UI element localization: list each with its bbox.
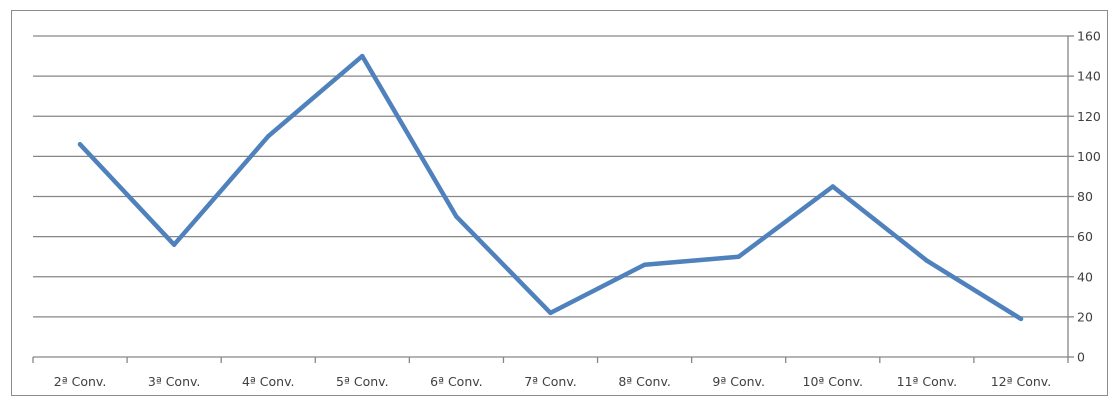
y-tick-labels: 0 20 40 60 80 100 120 140 160 xyxy=(1077,29,1101,365)
series-line-0 xyxy=(77,53,1024,322)
y-tick-label-160: 160 xyxy=(1077,29,1101,44)
y-tick-label-0: 0 xyxy=(1077,350,1085,365)
data-point xyxy=(77,142,83,147)
x-tick-label: 11ª Conv. xyxy=(897,374,957,389)
y-tick-label-120: 120 xyxy=(1077,109,1101,124)
data-point xyxy=(548,310,553,316)
y-tick-label-140: 140 xyxy=(1077,69,1101,84)
x-tick-label: 6ª Conv. xyxy=(430,374,483,389)
y-tick-label-20: 20 xyxy=(1077,309,1093,324)
axes xyxy=(32,35,1074,363)
y-tick-label-100: 100 xyxy=(1077,149,1101,164)
y-tick-label-60: 60 xyxy=(1077,229,1093,244)
x-tick-label: 5ª Conv. xyxy=(336,374,389,389)
x-tick-label: 10ª Conv. xyxy=(803,374,863,389)
x-tick-label: 7ª Conv. xyxy=(524,374,577,389)
y-tick-label-80: 80 xyxy=(1077,189,1093,204)
data-point xyxy=(830,184,835,189)
data-point xyxy=(924,258,930,263)
y-tick-label-40: 40 xyxy=(1077,269,1093,284)
series-layer xyxy=(77,53,1024,322)
data-point xyxy=(736,254,741,259)
x-tick-label: 12ª Conv. xyxy=(991,374,1051,389)
gridlines xyxy=(33,35,1068,318)
data-point xyxy=(171,242,177,247)
x-tick-label: 3ª Conv. xyxy=(148,374,201,389)
x-tick-label: 9ª Conv. xyxy=(712,374,765,389)
data-point xyxy=(454,214,459,219)
x-tick-labels: 2ª Conv. 3ª Conv. 4ª Conv. 5ª Conv. 6ª Conv.… xyxy=(54,374,1051,389)
data-point xyxy=(360,53,365,59)
chart-frame xyxy=(11,10,1108,396)
data-point xyxy=(642,262,647,267)
data-point xyxy=(266,134,271,139)
x-tick-label: 4ª Conv. xyxy=(242,374,295,389)
data-point xyxy=(1018,316,1024,322)
x-tick-label: 2ª Conv. xyxy=(54,374,107,389)
x-tick-label: 8ª Conv. xyxy=(618,374,671,389)
